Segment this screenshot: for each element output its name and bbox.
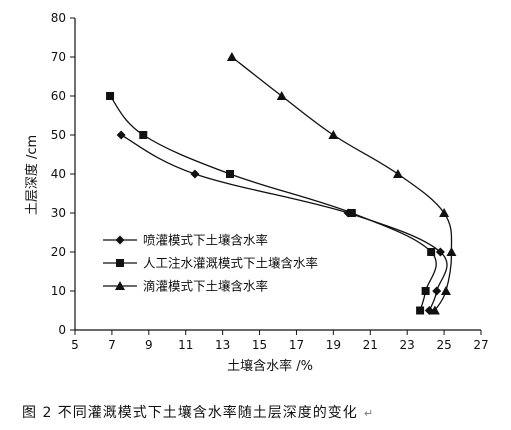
data-point xyxy=(139,131,148,139)
axes xyxy=(74,18,481,331)
legend-label: 喷灌模式下土壤含水率 xyxy=(143,233,268,248)
data-point xyxy=(190,169,200,179)
data-point xyxy=(439,208,450,217)
y-axis-title: 土层深度 /cm xyxy=(24,135,40,215)
legend-item: 滴灌模式下土壤含水率 xyxy=(103,279,268,294)
data-point xyxy=(347,209,356,217)
data-point xyxy=(116,130,126,140)
series-3 xyxy=(226,52,457,315)
data-point xyxy=(432,286,442,296)
x-tick-label: 5 xyxy=(71,338,79,352)
x-tick-label: 23 xyxy=(400,338,415,352)
y-tick-label: 40 xyxy=(51,167,66,181)
legend-label: 滴灌模式下土壤含水率 xyxy=(143,279,268,294)
y-tick-label: 70 xyxy=(51,50,66,64)
legend-item: 喷灌模式下土壤含水率 xyxy=(103,233,268,248)
y-tick-label: 30 xyxy=(51,206,66,220)
data-point xyxy=(276,91,287,100)
legend-item: 人工注水灌溉模式下土壤含水率 xyxy=(103,256,318,271)
y-tick-label: 80 xyxy=(51,11,66,25)
x-tick-label: 27 xyxy=(473,338,488,352)
legend-marker xyxy=(116,259,124,267)
y-tick-label: 0 xyxy=(58,323,66,337)
x-tick-label: 7 xyxy=(108,338,116,352)
x-tick-label: 11 xyxy=(178,338,193,352)
series-line xyxy=(231,56,453,311)
x-tick-label: 25 xyxy=(436,338,451,352)
x-tick-label: 9 xyxy=(145,338,153,352)
data-point xyxy=(416,306,425,315)
data-point xyxy=(226,170,235,178)
series-layer xyxy=(106,52,457,315)
data-point xyxy=(427,248,436,256)
data-point xyxy=(435,247,445,257)
legend-marker xyxy=(115,235,125,245)
data-point xyxy=(328,130,339,139)
x-axis-ticks: 5 7 9 11 13 15 17 19 21 23 25 27 xyxy=(71,330,489,352)
data-point xyxy=(106,92,115,100)
data-point xyxy=(226,52,237,61)
legend-label: 人工注水灌溉模式下土壤含水率 xyxy=(143,256,318,271)
x-tick-label: 17 xyxy=(289,338,304,352)
y-tick-label: 10 xyxy=(51,284,66,298)
x-tick-label: 19 xyxy=(326,338,341,352)
data-point xyxy=(421,287,430,295)
data-point xyxy=(446,247,457,256)
legend-marker xyxy=(115,281,125,290)
x-tick-label: 13 xyxy=(215,338,230,352)
data-point xyxy=(440,286,451,295)
data-point xyxy=(392,169,403,178)
y-tick-label: 50 xyxy=(51,128,66,142)
y-tick-label: 20 xyxy=(51,245,66,259)
x-tick-label: 15 xyxy=(252,338,267,352)
x-axis-title: 土壤含水率 /% xyxy=(227,358,313,374)
paragraph-mark: ↵ xyxy=(363,407,375,420)
caption-text: 图 2 不同灌溉模式下土壤含水率随土层深度的变化 xyxy=(22,405,358,421)
series-2 xyxy=(106,92,437,315)
x-tick-label: 21 xyxy=(363,338,378,352)
y-axis-ticks: 0 10 20 30 40 50 60 70 80 xyxy=(51,11,75,337)
chart: 5 7 9 11 13 15 17 19 21 23 25 27 01020304050607080 … xyxy=(24,11,489,374)
data-point xyxy=(429,305,440,315)
figure-caption: 图 2 不同灌溉模式下土壤含水率随土层深度的变化 ↵ xyxy=(22,402,502,422)
y-tick-label: 60 xyxy=(51,89,66,103)
